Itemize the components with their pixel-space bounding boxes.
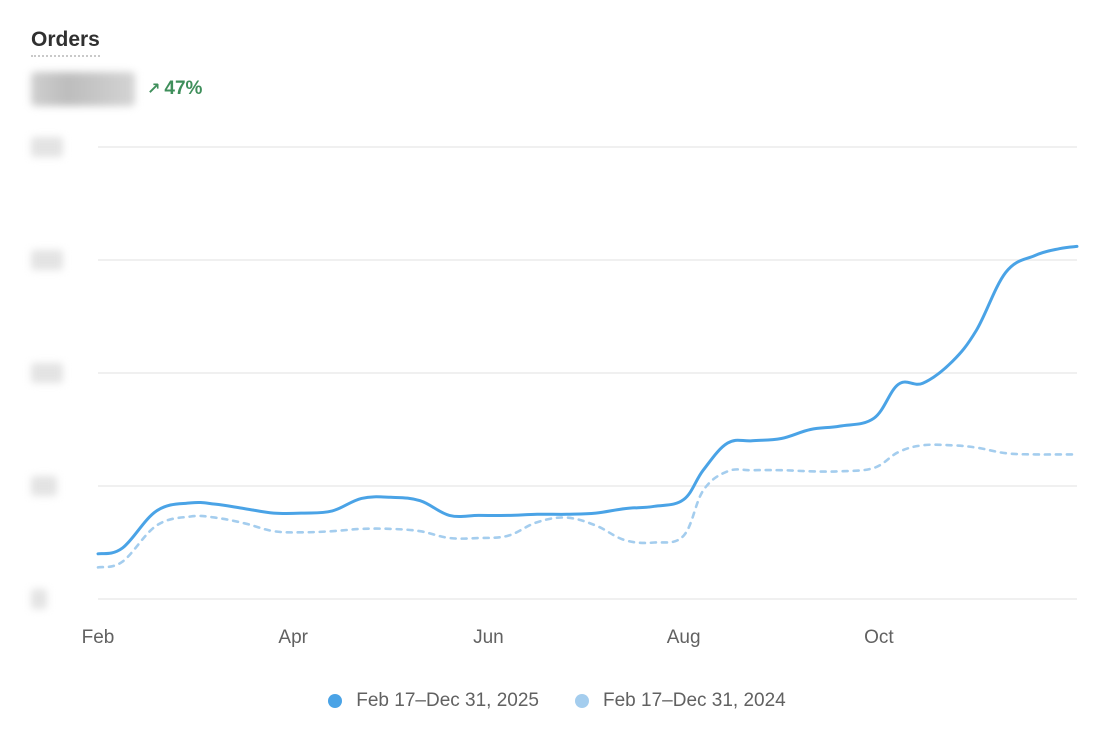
x-tick-label: Oct — [864, 627, 894, 648]
legend-item-previous[interactable]: Feb 17–Dec 31, 2024 — [575, 690, 786, 712]
y-tick-label-blurred — [31, 589, 47, 609]
x-tick-label: Jun — [473, 627, 504, 648]
orders-title[interactable]: Orders — [31, 28, 100, 57]
legend-label-previous: Feb 17–Dec 31, 2024 — [603, 690, 786, 711]
y-tick-label-blurred — [31, 137, 63, 157]
series-line-2025 — [96, 244, 1079, 556]
legend-item-current[interactable]: Feb 17–Dec 31, 2025 — [328, 690, 539, 712]
legend-dot-current — [328, 694, 343, 708]
change-indicator: ↗ 47% — [147, 78, 202, 100]
series-lines — [96, 244, 1079, 569]
legend: Feb 17–Dec 31, 2025 Feb 17–Dec 31, 2024 — [0, 690, 1114, 712]
total-value-blurred — [31, 72, 135, 106]
total-row: ↗ 47% — [31, 70, 202, 108]
x-tick-label: Apr — [278, 627, 308, 648]
series-line-2024 — [96, 443, 1079, 569]
arrow-up-right-icon: ↗ — [147, 81, 161, 98]
x-axis-ticks: Feb Apr Jun Aug Oct — [82, 627, 895, 648]
y-tick-label-blurred — [31, 250, 63, 270]
x-tick-label: Aug — [667, 627, 701, 648]
y-tick-label-blurred — [31, 476, 57, 496]
legend-label-current: Feb 17–Dec 31, 2025 — [356, 690, 539, 711]
grid-lines — [98, 146, 1077, 600]
x-tick-label: Feb — [82, 627, 115, 648]
line-chart: Feb Apr Jun Aug Oct — [82, 146, 1079, 648]
change-percentage: 47% — [164, 78, 203, 99]
y-tick-label-blurred — [31, 363, 63, 383]
legend-dot-previous — [575, 694, 589, 708]
